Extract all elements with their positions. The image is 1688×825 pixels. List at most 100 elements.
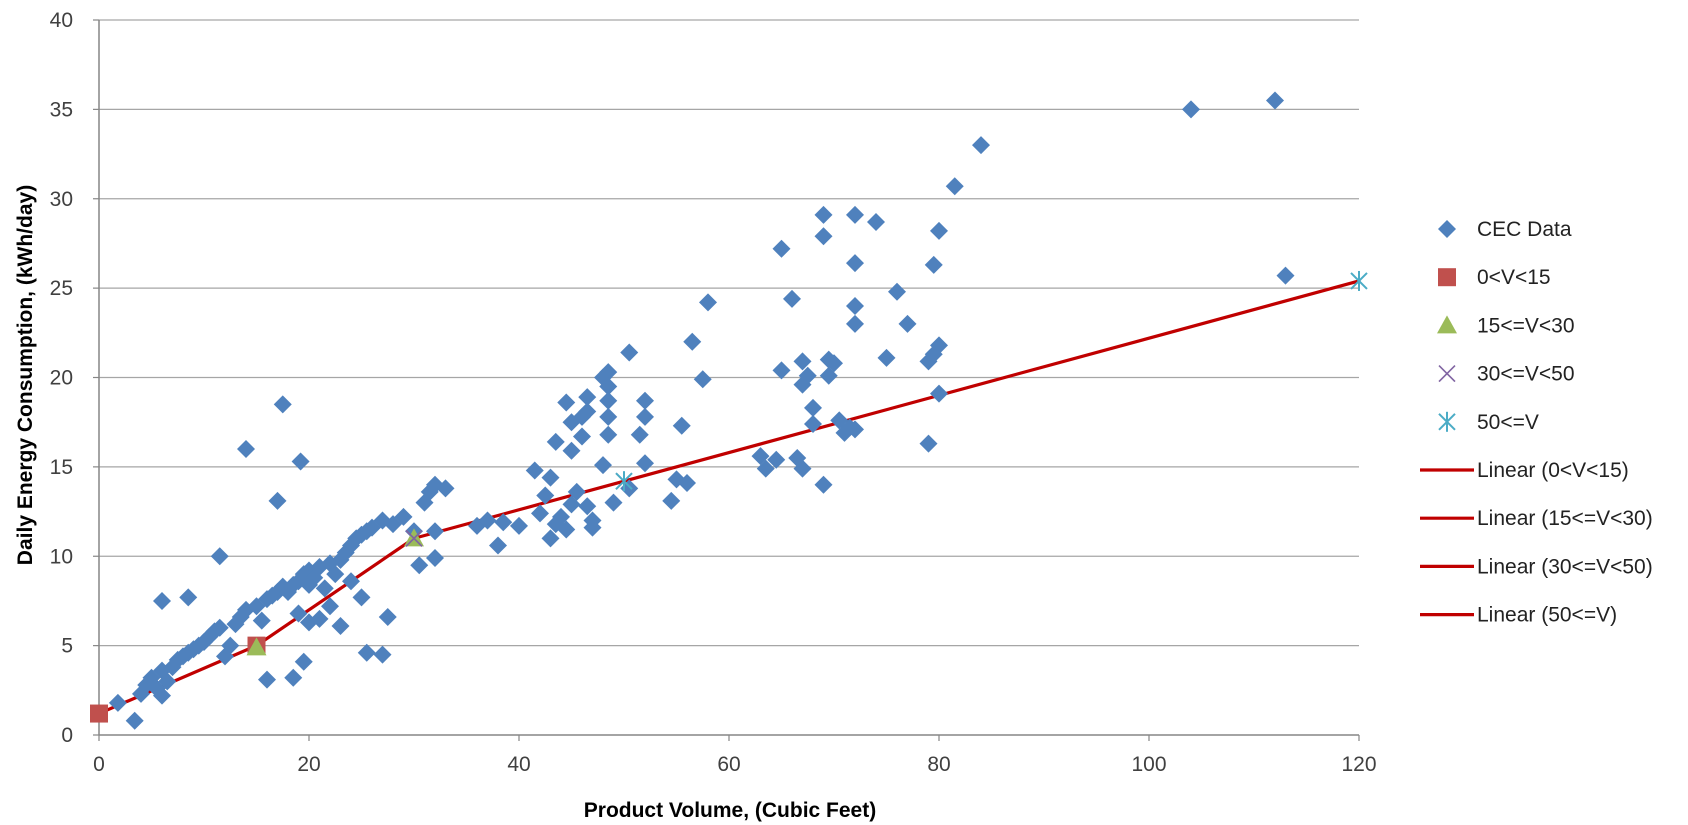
cec-data-point — [541, 468, 560, 487]
cec-data-point — [867, 212, 885, 231]
cec-data-point — [478, 511, 497, 530]
cec-data-point — [210, 618, 229, 637]
legend-label: 30<=V<50 — [1477, 363, 1575, 386]
cec-data-point — [378, 608, 397, 627]
cec-data-point — [636, 407, 654, 426]
legend-symbol — [1437, 315, 1457, 334]
y-tick-label: 40 — [50, 9, 73, 32]
cec-data-point — [846, 254, 864, 273]
cec-data-point — [153, 686, 171, 705]
cec-data-point — [846, 205, 864, 224]
cec-data-point — [793, 459, 812, 478]
y-tick-label: 0 — [61, 724, 73, 747]
cec-data-point — [898, 314, 917, 333]
legend-entry: Linear (0<V<15) — [1420, 459, 1629, 482]
range-point — [405, 529, 423, 547]
cec-data-point — [783, 289, 801, 308]
cec-data-point — [846, 420, 864, 439]
cec-data-point — [1182, 100, 1200, 119]
cec-data-point — [210, 547, 229, 566]
cec-data-point — [310, 609, 329, 628]
cec-data-point — [793, 352, 812, 371]
range-point — [90, 704, 108, 723]
cec-data-point — [394, 507, 413, 526]
cec-data-point — [342, 572, 360, 591]
data-points — [90, 91, 1368, 730]
cec-data-point — [494, 513, 513, 532]
cec-data-point — [599, 391, 618, 410]
legend: CEC Data 0<V<15 15<=V<30 30<=V<50 50<=V Linea… — [1420, 218, 1653, 627]
cec-data-point — [578, 388, 597, 407]
legend-entry: Linear (50<=V) — [1420, 604, 1617, 627]
tick-labels: 0 5 10 15 20 25 30 35 40 0 20 40 60 80 100 120 — [50, 9, 1377, 776]
cec-data-point — [772, 361, 791, 380]
cec-data-point — [289, 604, 308, 623]
legend-entry: Linear (15<=V<30) — [1420, 507, 1653, 530]
cec-data-point — [888, 282, 906, 301]
cec-data-point — [599, 425, 618, 444]
range-point — [1350, 270, 1368, 291]
x-tick-label: 100 — [1131, 753, 1166, 776]
cec-data-point — [331, 616, 350, 635]
cec-data-point — [426, 549, 444, 568]
cec-data-point — [562, 441, 581, 460]
cec-data-point — [258, 670, 276, 689]
cec-data-point — [326, 565, 345, 584]
cec-data-point — [772, 239, 791, 258]
trendline — [412, 479, 626, 540]
cec-data-point — [683, 332, 702, 351]
cec-data-point — [604, 493, 623, 512]
cec-data-point — [930, 221, 948, 240]
y-tick-label: 30 — [50, 188, 73, 211]
cec-data-point — [945, 177, 964, 196]
x-tick-label: 80 — [927, 753, 950, 776]
cec-data-point — [373, 645, 392, 664]
cec-data-point — [877, 348, 896, 367]
cec-data-point — [578, 402, 597, 421]
range-point — [615, 471, 633, 492]
cec-data-point — [531, 504, 549, 523]
cec-data-point — [158, 672, 177, 691]
cec-data-point — [315, 579, 334, 598]
y-tick-label: 25 — [50, 277, 73, 300]
cec-data-point — [557, 393, 576, 412]
y-tick-label: 10 — [50, 545, 73, 568]
legend-entry: 50<=V — [1438, 411, 1539, 434]
legend-symbol — [1438, 411, 1456, 432]
cec-data-point — [594, 456, 612, 475]
legend-label: 50<=V — [1477, 411, 1539, 434]
cec-data-point — [567, 482, 586, 501]
cec-data-point — [273, 395, 292, 414]
cec-data-point — [693, 370, 712, 389]
cec-data-point — [268, 491, 287, 510]
cec-data-point — [1266, 91, 1284, 110]
cec-data-point — [583, 518, 602, 537]
x-axis-title: Product Volume, (Cubic Feet) — [584, 799, 876, 822]
y-tick-label: 5 — [61, 635, 73, 658]
cec-data-point — [252, 611, 271, 630]
axes — [93, 19, 1360, 741]
cec-data-point — [294, 652, 313, 671]
legend-label: Linear (30<=V<50) — [1477, 555, 1653, 578]
legend-entry: 15<=V<30 — [1437, 314, 1575, 337]
x-tick-label: 0 — [93, 753, 105, 776]
y-axis-title: Daily Energy Consumption, (kWh/day) — [14, 185, 37, 565]
cec-data-point — [436, 479, 455, 498]
cec-data-point — [1276, 266, 1295, 285]
trendlines — [97, 279, 1361, 716]
cec-data-point — [846, 314, 864, 333]
cec-data-point — [636, 391, 654, 410]
cec-data-point — [636, 454, 654, 473]
cec-data-point — [321, 597, 339, 616]
cec-data-point — [357, 643, 376, 662]
trendline — [622, 279, 1361, 483]
cec-data-point — [108, 693, 127, 712]
cec-data-point — [541, 529, 560, 548]
cec-data-point — [846, 297, 864, 315]
cec-data-point — [814, 475, 833, 494]
legend-label: Linear (0<V<15) — [1477, 459, 1629, 482]
cec-data-point — [678, 473, 696, 492]
range-point — [246, 637, 267, 656]
cec-data-point — [125, 711, 144, 730]
cec-data-point — [291, 452, 310, 471]
